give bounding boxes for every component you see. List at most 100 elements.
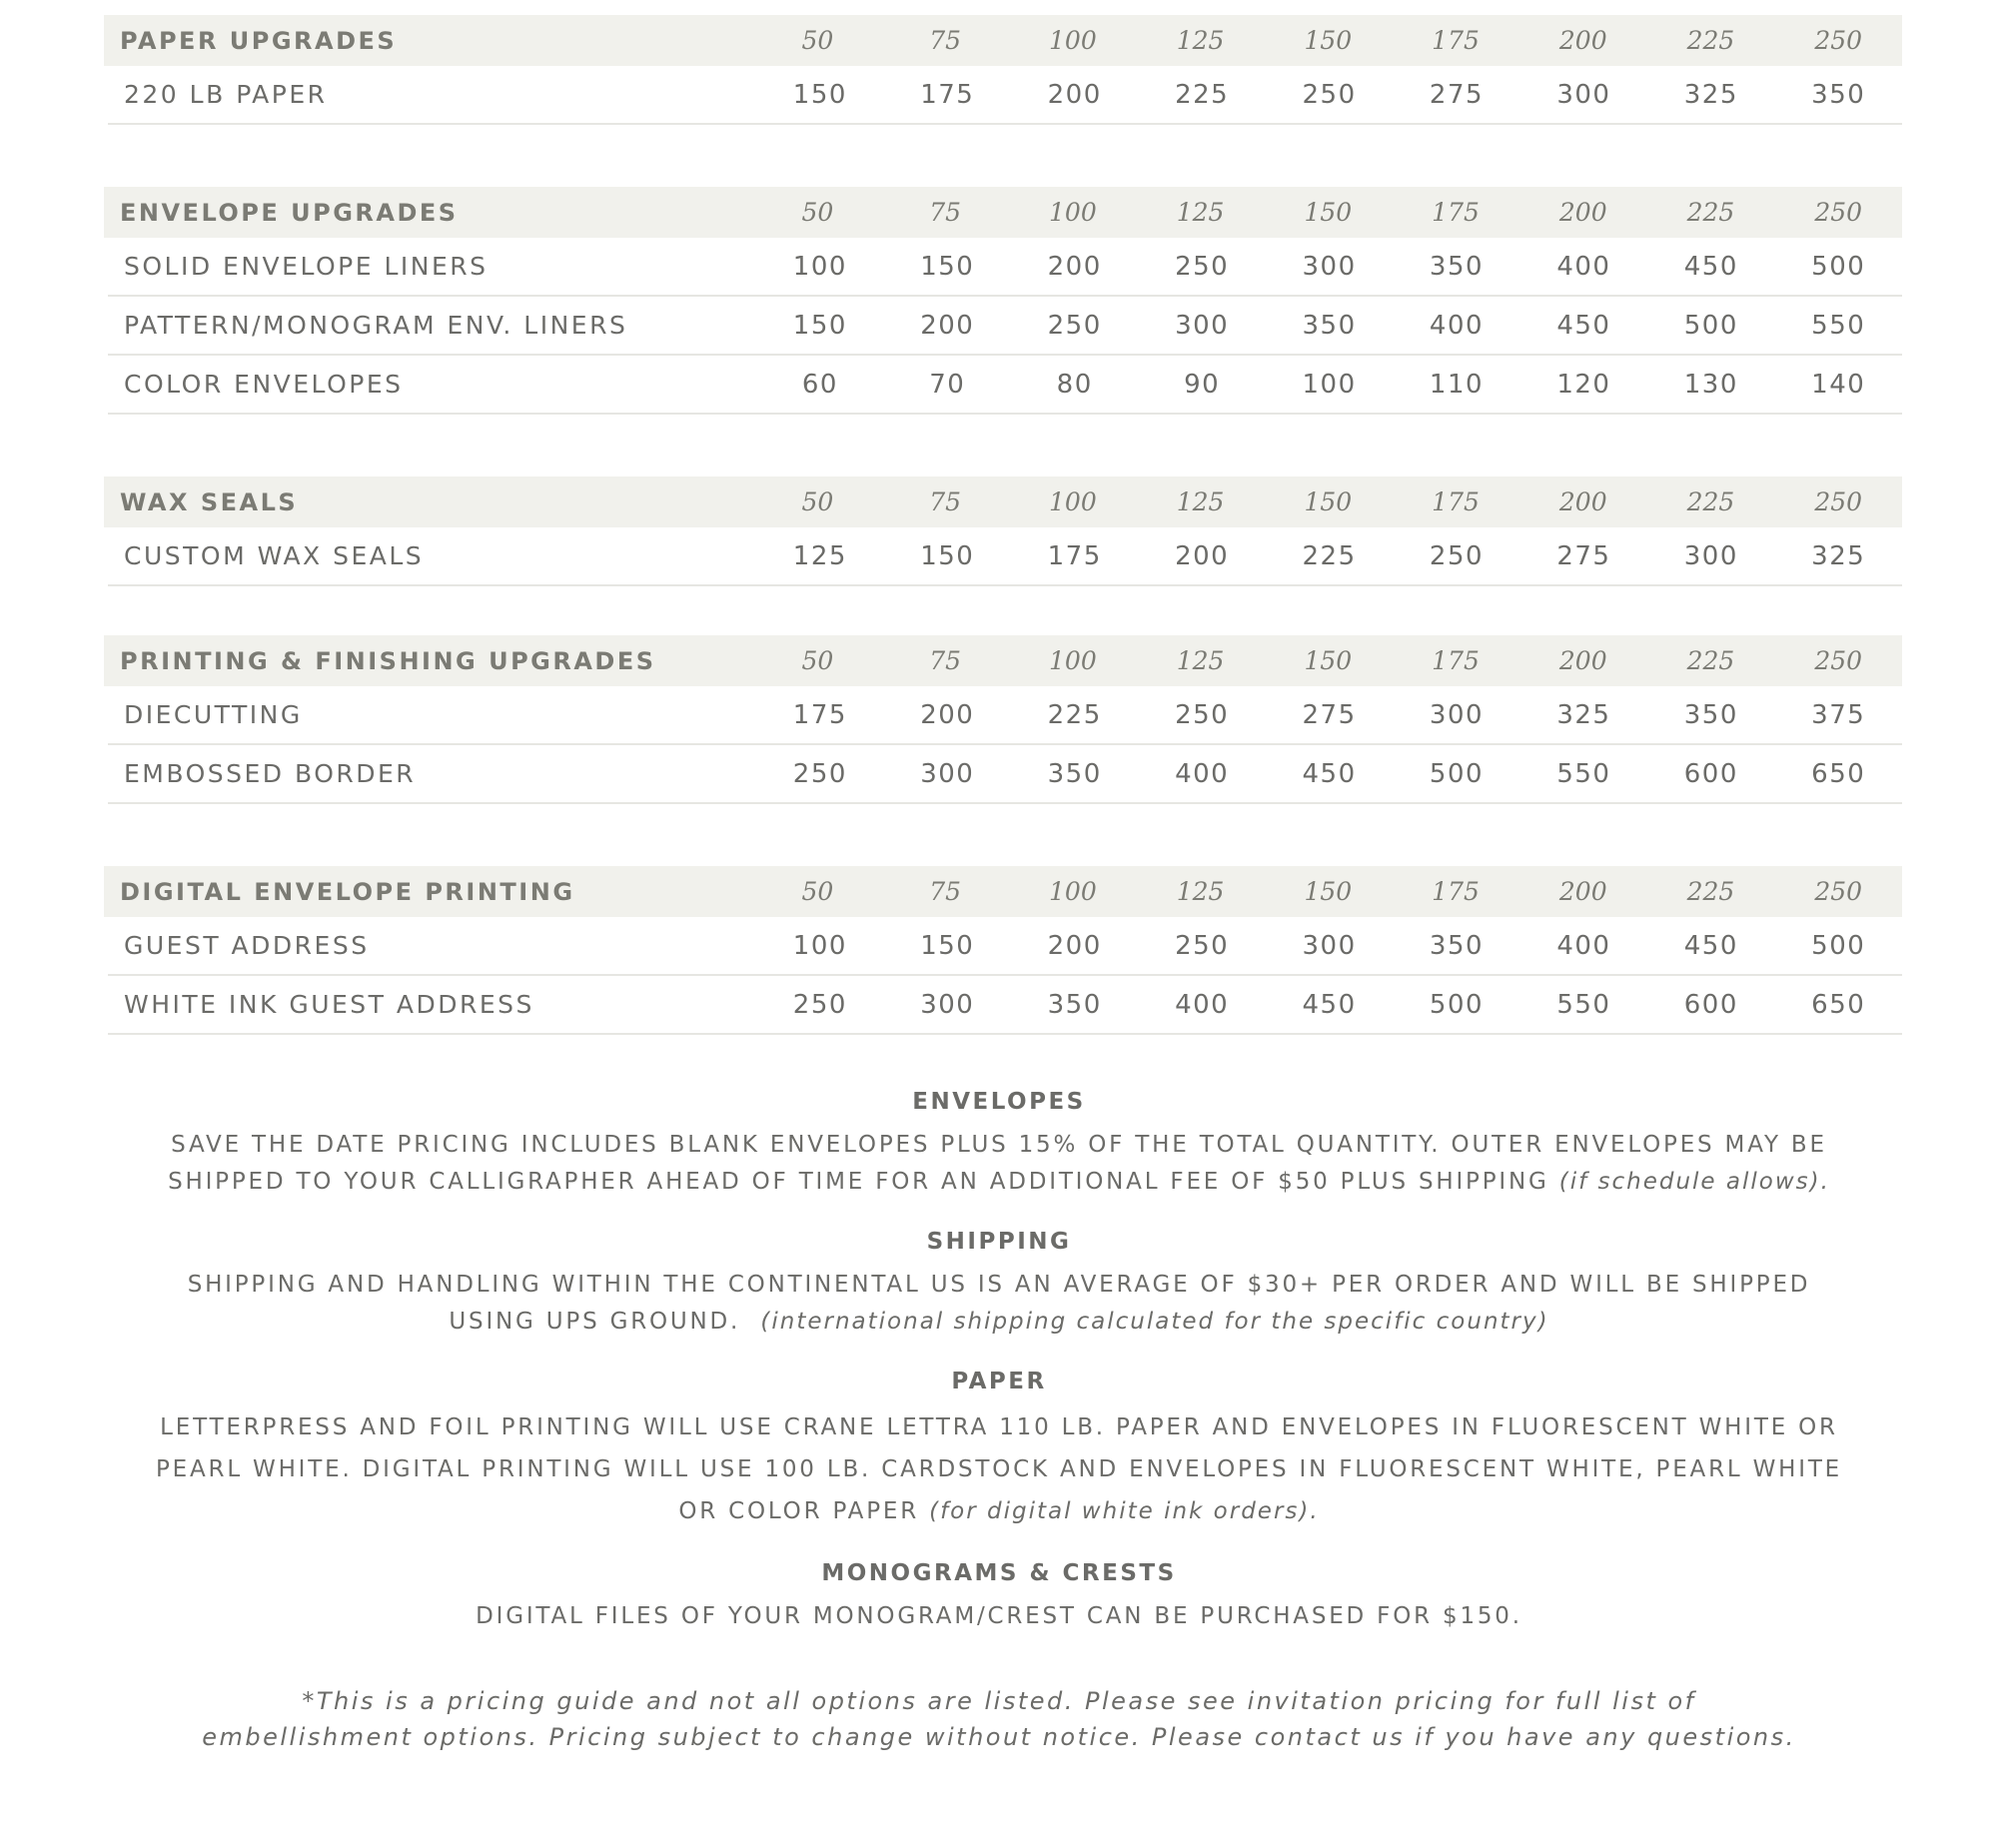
price-cell: 110: [1429, 369, 1485, 400]
price-cell: 90: [1184, 369, 1221, 400]
price-cell: 150: [920, 540, 975, 571]
price-cell: 300: [1175, 310, 1230, 341]
quantity-header: 200: [1558, 646, 1607, 675]
price-cell: 400: [1175, 989, 1230, 1020]
price-cell: 650: [1811, 989, 1866, 1020]
envelopes-note-body: SAVE THE DATE PRICING INCLUDES BLANK ENV…: [140, 1127, 1858, 1201]
price-cell: 250: [1175, 699, 1230, 730]
envelopes-note-text: SAVE THE DATE PRICING INCLUDES BLANK ENV…: [168, 1132, 1827, 1195]
price-cell: 275: [1429, 79, 1485, 110]
table-row: WHITE INK GUEST ADDRESS 250 300 350 400 450 50…: [108, 976, 1902, 1035]
price-cell: 200: [1047, 251, 1102, 282]
paper-note-aside: (for digital white ink orders).: [929, 1498, 1320, 1524]
quantity-header: 75: [929, 487, 962, 516]
table-row: GUEST ADDRESS 100 150 200 250 300 350 400 450 500: [108, 917, 1902, 976]
pricing-section: ENVELOPE UPGRADES 50 75 100 125 150 175 200 225 2…: [104, 187, 1902, 415]
price-cell: 450: [1683, 930, 1738, 961]
price-cell: 325: [1556, 699, 1611, 730]
pricing-section: WAX SEALS 50 75 100 125 150 175 200 225 250 CUSTOM…: [104, 476, 1902, 586]
price-cell: 325: [1811, 540, 1866, 571]
price-cell: 225: [1302, 540, 1357, 571]
price-cell: 325: [1683, 79, 1738, 110]
price-cell: 350: [1811, 79, 1866, 110]
row-label: GUEST ADDRESS: [124, 931, 370, 960]
pricing-tables: PAPER UPGRADES 50 75 100 125 150 175 200 225 250 2…: [104, 15, 1902, 1035]
price-cell: 200: [1175, 540, 1230, 571]
price-cell: 275: [1302, 699, 1357, 730]
price-cell: 500: [1811, 930, 1866, 961]
price-cell: 80: [1056, 369, 1093, 400]
quantity-header: 100: [1049, 487, 1097, 516]
quantity-header: 50: [801, 646, 834, 675]
price-cell: 300: [920, 758, 975, 789]
price-cell: 500: [1429, 758, 1485, 789]
price-cell: 150: [792, 79, 847, 110]
price-cell: 200: [920, 699, 975, 730]
quantity-header: 175: [1432, 877, 1480, 906]
quantity-header: 125: [1176, 26, 1225, 55]
price-cell: 300: [1302, 930, 1357, 961]
price-cell: 120: [1556, 369, 1611, 400]
price-cell: 400: [1175, 758, 1230, 789]
notes: ENVELOPES SAVE THE DATE PRICING INCLUDES…: [100, 1089, 1898, 1755]
quantity-header: 200: [1558, 877, 1607, 906]
price-cell: 450: [1556, 310, 1611, 341]
table-row: DIECUTTING 175 200 225 250 275 300 325 350 375: [108, 686, 1902, 745]
price-cell: 350: [1047, 758, 1102, 789]
quantity-header: 125: [1176, 198, 1225, 227]
quantity-header: 200: [1558, 487, 1607, 516]
price-cell: 350: [1047, 989, 1102, 1020]
quantity-header: 100: [1049, 198, 1097, 227]
quantity-header: 150: [1304, 198, 1353, 227]
price-cell: 100: [1302, 369, 1357, 400]
monograms-note-title: MONOGRAMS & CRESTS: [821, 1560, 1177, 1586]
quantity-header: 175: [1432, 646, 1480, 675]
footnote: *This is a pricing guide and not all opt…: [202, 1687, 1796, 1751]
price-cell: 500: [1429, 989, 1485, 1020]
price-cell: 150: [920, 251, 975, 282]
shipping-note-text: SHIPPING AND HANDLING WITHIN THE CONTINE…: [187, 1272, 1811, 1335]
section-header: WAX SEALS 50 75 100 125 150 175 200 225 250: [104, 476, 1902, 527]
paper-note-title: PAPER: [951, 1369, 1047, 1394]
price-cell: 350: [1429, 930, 1485, 961]
quantity-header: 75: [929, 646, 962, 675]
price-cell: 450: [1683, 251, 1738, 282]
price-cell: 300: [1429, 699, 1485, 730]
row-label: 220 LB PAPER: [124, 80, 328, 109]
price-cell: 400: [1556, 251, 1611, 282]
quantity-header: 100: [1049, 877, 1097, 906]
price-cell: 100: [792, 251, 847, 282]
quantity-header: 225: [1686, 26, 1735, 55]
price-cell: 600: [1683, 758, 1738, 789]
price-cell: 175: [792, 699, 847, 730]
quantity-header: 225: [1686, 198, 1735, 227]
price-cell: 550: [1811, 310, 1866, 341]
price-cell: 130: [1683, 369, 1738, 400]
section-title: ENVELOPE UPGRADES: [120, 198, 459, 227]
quantity-header: 125: [1176, 877, 1225, 906]
row-label: EMBOSSED BORDER: [124, 759, 417, 788]
quantity-header: 50: [801, 877, 834, 906]
row-label: COLOR ENVELOPES: [124, 370, 404, 399]
price-cell: 650: [1811, 758, 1866, 789]
price-cell: 70: [929, 369, 966, 400]
quantity-header: 50: [801, 198, 834, 227]
price-cell: 250: [1175, 251, 1230, 282]
price-cell: 300: [920, 989, 975, 1020]
monograms-note-body: DIGITAL FILES OF YOUR MONOGRAM/CREST CAN…: [476, 1603, 1522, 1629]
table-row: PATTERN/MONOGRAM ENV. LINERS 150 200 250 300…: [108, 297, 1902, 356]
price-cell: 350: [1429, 251, 1485, 282]
quantity-header: 225: [1686, 646, 1735, 675]
quantity-header: 50: [801, 487, 834, 516]
price-cell: 450: [1302, 758, 1357, 789]
section-spacer: [104, 586, 1902, 635]
price-cell: 250: [792, 989, 847, 1020]
price-cell: 275: [1556, 540, 1611, 571]
table-row: SOLID ENVELOPE LINERS 100 150 200 250 300 350 4…: [108, 238, 1902, 297]
price-cell: 500: [1811, 251, 1866, 282]
envelopes-note-title: ENVELOPES: [912, 1089, 1086, 1115]
price-cell: 600: [1683, 989, 1738, 1020]
section-header: PAPER UPGRADES 50 75 100 125 150 175 200 225 250: [104, 15, 1902, 66]
quantity-header: 175: [1432, 198, 1480, 227]
quantity-header: 150: [1304, 26, 1353, 55]
